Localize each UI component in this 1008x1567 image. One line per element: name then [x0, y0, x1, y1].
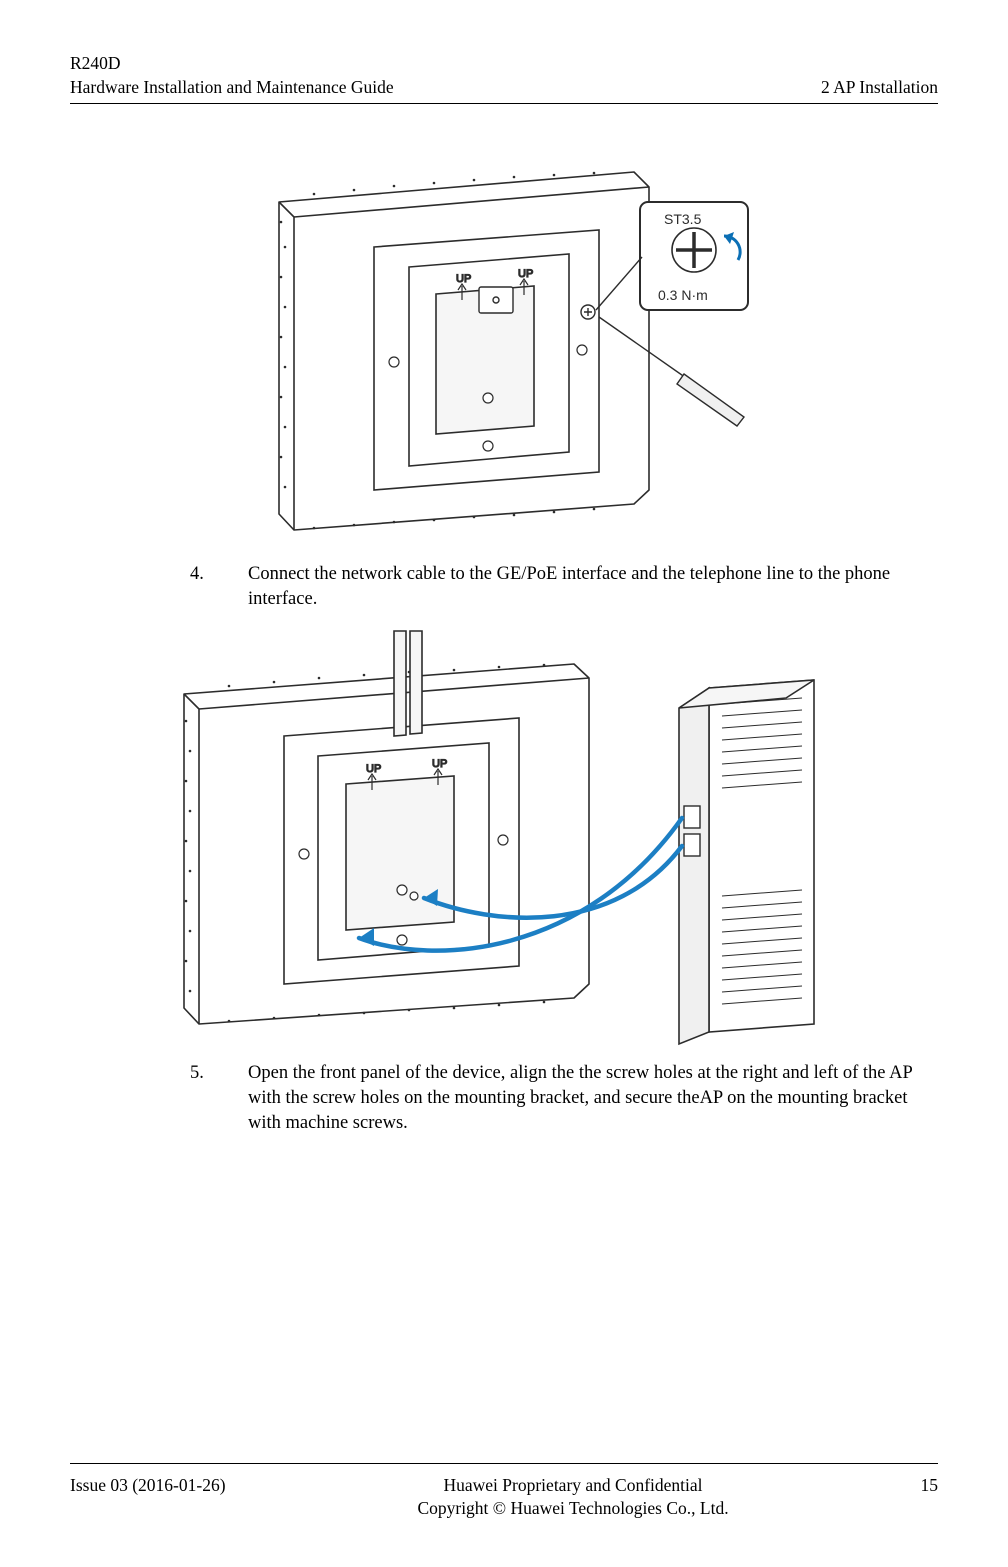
up-label-2: UP	[518, 268, 533, 280]
step-4: 4. Connect the network cable to the GE/P…	[190, 562, 938, 612]
figure-1: UP UP	[70, 132, 938, 552]
callout-label-top: ST3.5	[664, 211, 702, 227]
footer-issue: Issue 03 (2016-01-26)	[70, 1474, 226, 1498]
page-footer: Issue 03 (2016-01-26) Huawei Proprietary…	[70, 1464, 938, 1527]
page-content: UP UP	[70, 132, 938, 1451]
step-4-text: Connect the network cable to the GE/PoE …	[248, 562, 938, 612]
figure-2: UP UP	[70, 626, 938, 1051]
up-label-4: UP	[432, 758, 447, 770]
up-label-3: UP	[366, 763, 381, 775]
footer-center: Huawei Proprietary and Confidential Copy…	[417, 1474, 728, 1521]
footer-proprietary: Huawei Proprietary and Confidential	[417, 1474, 728, 1498]
header-right: 2 AP Installation	[821, 52, 938, 99]
step-5-number: 5.	[190, 1061, 248, 1136]
product-code: R240D	[70, 52, 394, 76]
header-left: R240D Hardware Installation and Maintena…	[70, 52, 394, 99]
figure-1-svg: UP UP	[244, 132, 764, 547]
section-title: 2 AP Installation	[821, 76, 938, 100]
step-5: 5. Open the front panel of the device, a…	[190, 1061, 938, 1136]
up-label-1: UP	[456, 273, 471, 285]
footer-copyright: Copyright © Huawei Technologies Co., Ltd…	[417, 1497, 728, 1521]
header-divider	[70, 103, 938, 104]
footer-page-number: 15	[921, 1474, 939, 1498]
page-header: R240D Hardware Installation and Maintena…	[70, 52, 938, 99]
step-4-number: 4.	[190, 562, 248, 612]
step-5-text: Open the front panel of the device, alig…	[248, 1061, 938, 1136]
callout-label-bottom: 0.3 N·m	[658, 287, 708, 303]
guide-title: Hardware Installation and Maintenance Gu…	[70, 76, 394, 100]
figure-2-svg: UP UP	[154, 626, 854, 1046]
